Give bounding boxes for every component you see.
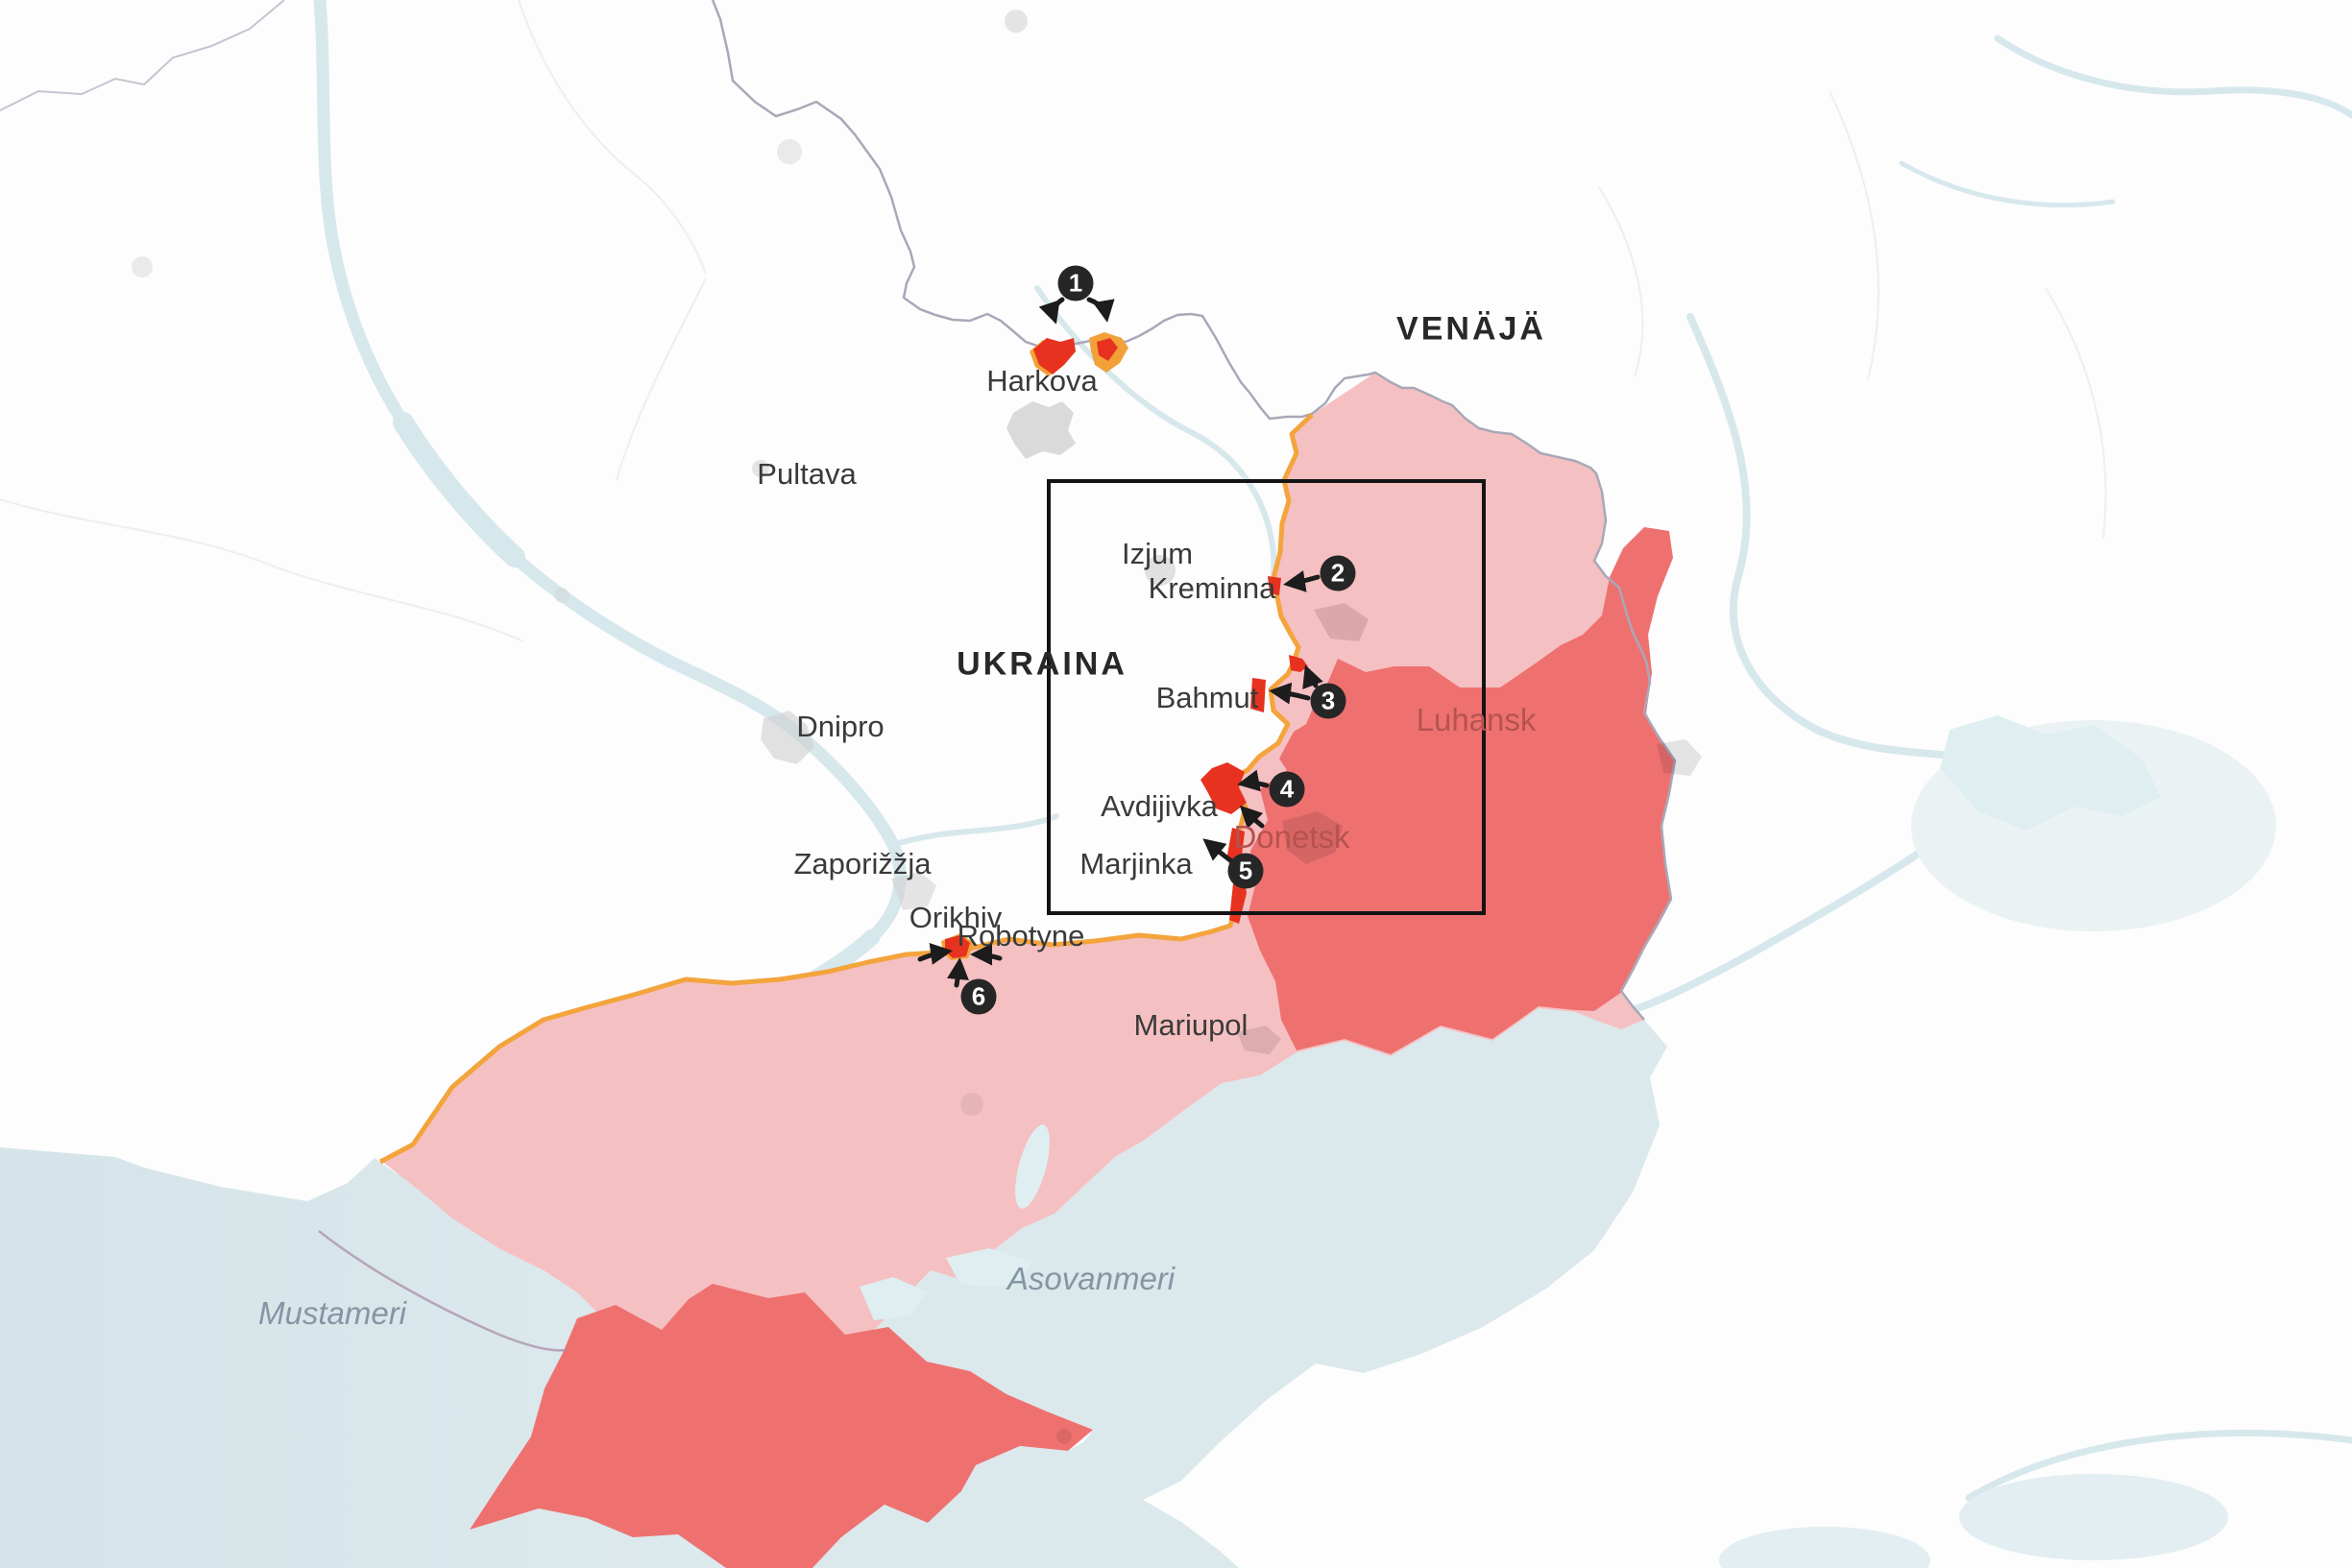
city-label-mariupol: Mariupol (1133, 1008, 1249, 1042)
city-label-izjum: Izjum (1121, 537, 1194, 570)
arrow-1-right (1086, 297, 1115, 323)
arrow-3-north (1302, 664, 1323, 689)
ukraine-russia-border-line (711, 0, 1677, 1021)
arrow-donetsk-city (1239, 805, 1265, 830)
arrow-6-right (970, 943, 1003, 966)
donetsk-city-blob (1282, 811, 1343, 864)
sievierodonetsk-city-blob (1314, 603, 1369, 641)
black-sea-southeast-shape (812, 1442, 1239, 1568)
melitopol-city-blob (960, 1093, 983, 1116)
map-marker-6: 6 (960, 978, 997, 1015)
country-label-ukraine: UKRAINA (957, 645, 1128, 683)
city-label-zaporizzja: Zaporižžja (793, 847, 932, 880)
map-marker-4: 4 (1269, 771, 1305, 808)
mariupol-city-blob (1237, 1025, 1281, 1054)
city-label-kreminna: Kreminna (1148, 571, 1276, 605)
zaporizzja-city-blob (891, 872, 936, 910)
donets-river (1034, 285, 1277, 579)
don-river (1686, 313, 1992, 767)
arrow-3-bahmut (1269, 682, 1311, 705)
arrow-1-left (1038, 297, 1065, 325)
don-upper-river (1994, 35, 2352, 119)
sivash-lagoon-1 (860, 1277, 927, 1320)
hotspot-1a-red (1033, 338, 1076, 374)
city-footprints (132, 10, 1176, 910)
tsimlyansk-reservoir (1940, 715, 2161, 831)
annotation-arrows (917, 297, 1323, 988)
arrow-6-left (917, 943, 953, 965)
nw-city-blob (777, 139, 802, 164)
map-marker-2: 2 (1320, 555, 1356, 591)
sea-of-azov-shape (870, 1008, 1667, 1500)
molochnyi-lyman-lake (1015, 1124, 1050, 1209)
admin-border-line (1829, 90, 1879, 380)
admin-border-line (518, 0, 707, 275)
admin-border-line (1598, 186, 1644, 377)
hotspot-avdijivka-red (1200, 762, 1247, 814)
arrow-4-avdijivka (1237, 769, 1270, 792)
region-label-donetsk: Donetsk (1233, 819, 1350, 855)
region-label-luhansk: Luhansk (1416, 702, 1537, 737)
admin-borders (0, 0, 2107, 642)
border-northwest-line (0, 0, 285, 111)
city-label-robotyne: Robotyne (957, 919, 1085, 953)
kerch-city-blob (1056, 1429, 1072, 1444)
kremenchuk-city-blob (554, 588, 570, 603)
country-label-russia: VENÄJÄ (1396, 310, 1546, 348)
inset-zoom-rectangle (1047, 479, 1486, 915)
arrow-5-marjinka (1202, 838, 1233, 863)
hotspot-1b-red (1097, 338, 1118, 361)
arrow-6-middle (947, 957, 969, 988)
occupied-2014-crimea-region (470, 1284, 1093, 1568)
map-marker-5: 5 (1227, 853, 1264, 889)
occupied-city-footprints (960, 603, 1702, 1444)
luhansk-city-blob (1657, 739, 1702, 776)
sea-label-black-sea: Mustameri (257, 1295, 407, 1331)
west-city-blob (132, 256, 153, 277)
harkova-city-blob (1006, 401, 1076, 459)
dnipro-city-blob (761, 711, 814, 764)
city-label-dnipro: Dnipro (796, 710, 885, 743)
kuban-lagoon (1959, 1474, 2228, 1560)
kuban-lagoon-2 (1719, 1527, 1930, 1568)
izjum-city-blob (1145, 555, 1176, 586)
admin-border-line (0, 498, 524, 642)
map-marker-3: 3 (1310, 683, 1346, 719)
kremenchuk-reservoir (393, 412, 525, 567)
map-marker-1: 1 (1057, 265, 1094, 302)
pultava-city-blob (752, 460, 769, 477)
sivash-lagoon-2 (946, 1248, 1032, 1287)
hotspot-bahmut-red (1250, 678, 1266, 712)
kuban-river (1965, 1430, 2352, 1502)
occupied-2014-donbas-region (1248, 527, 1676, 1054)
sea-label-azov: Asovanmeri (1006, 1261, 1176, 1296)
city-label-bahmut: Bahmut (1155, 681, 1259, 714)
city-label-avdijivka: Avdijivka (1101, 789, 1218, 823)
russia-river-thread (1899, 160, 2116, 208)
admin-border-line (616, 277, 707, 481)
city-label-orikhiv: Orikhiv (909, 901, 1003, 934)
samara-river (890, 813, 1059, 848)
belgorod-city-blob (1005, 10, 1028, 33)
hotspot-kreminna-red (1268, 576, 1281, 595)
admin-border-line (2045, 287, 2107, 539)
kinburn-spit-line (318, 1230, 568, 1352)
city-label-pultava: Pultava (757, 457, 857, 491)
city-label-harkova: Harkova (986, 364, 1098, 398)
arrow-2-kreminna (1283, 570, 1321, 592)
city-label-marjinka: Marjinka (1079, 847, 1193, 880)
